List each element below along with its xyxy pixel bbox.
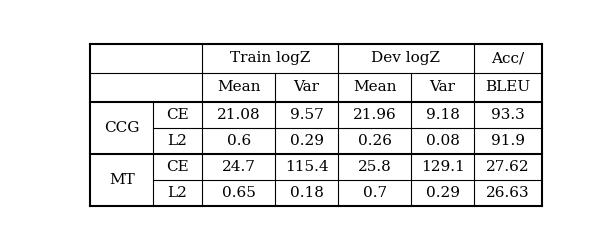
Text: 26.63: 26.63: [486, 186, 529, 200]
Text: 0.29: 0.29: [290, 134, 324, 148]
Text: Dev logZ: Dev logZ: [371, 51, 440, 65]
Text: 21.96: 21.96: [353, 108, 396, 122]
Text: 21.08: 21.08: [217, 108, 260, 122]
Text: CCG: CCG: [104, 121, 140, 135]
Text: 9.57: 9.57: [290, 108, 323, 122]
Text: 0.6: 0.6: [226, 134, 251, 148]
Text: 93.3: 93.3: [491, 108, 525, 122]
Text: 24.7: 24.7: [221, 160, 256, 174]
Text: CE: CE: [166, 160, 189, 174]
Text: 0.08: 0.08: [426, 134, 459, 148]
Text: 0.26: 0.26: [357, 134, 392, 148]
Text: Acc/: Acc/: [491, 51, 525, 65]
Text: 115.4: 115.4: [285, 160, 328, 174]
Text: CE: CE: [166, 108, 189, 122]
Text: BLEU: BLEU: [486, 80, 531, 95]
Text: Train logZ: Train logZ: [230, 51, 310, 65]
Text: 9.18: 9.18: [426, 108, 459, 122]
Text: 129.1: 129.1: [421, 160, 464, 174]
Text: Mean: Mean: [353, 80, 397, 95]
Text: L2: L2: [168, 186, 187, 200]
Text: Mean: Mean: [217, 80, 260, 95]
Text: MT: MT: [109, 173, 135, 187]
Text: Var: Var: [293, 80, 320, 95]
Text: Var: Var: [429, 80, 456, 95]
Text: 0.29: 0.29: [426, 186, 460, 200]
Text: 0.7: 0.7: [362, 186, 387, 200]
Text: 25.8: 25.8: [358, 160, 392, 174]
Text: 27.62: 27.62: [486, 160, 529, 174]
Text: 0.65: 0.65: [221, 186, 256, 200]
Text: 0.18: 0.18: [290, 186, 323, 200]
Text: 91.9: 91.9: [491, 134, 525, 148]
Text: L2: L2: [168, 134, 187, 148]
